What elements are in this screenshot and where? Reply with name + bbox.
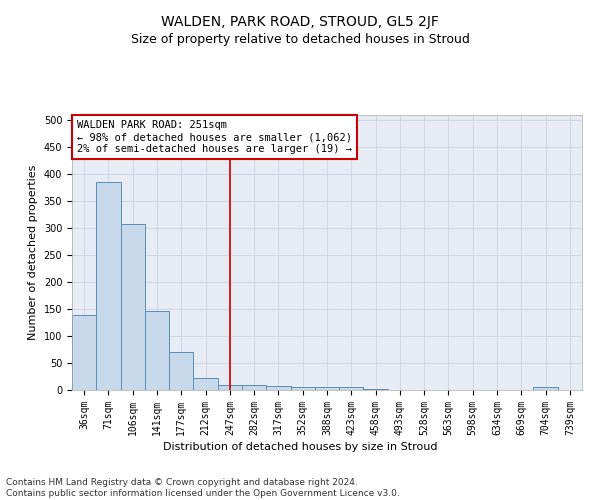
Bar [290,388,315,390]
Bar [96,182,121,390]
Bar [533,388,558,390]
Text: WALDEN, PARK ROAD, STROUD, GL5 2JF: WALDEN, PARK ROAD, STROUD, GL5 2JF [161,15,439,29]
Bar [169,352,193,390]
Bar [121,224,145,390]
Text: Distribution of detached houses by size in Stroud: Distribution of detached houses by size … [163,442,437,452]
Bar [242,384,266,390]
Text: Contains HM Land Registry data © Crown copyright and database right 2024.
Contai: Contains HM Land Registry data © Crown c… [6,478,400,498]
Y-axis label: Number of detached properties: Number of detached properties [28,165,38,340]
Bar [218,384,242,390]
Bar [145,310,169,390]
Bar [339,388,364,390]
Bar [315,388,339,390]
Text: WALDEN PARK ROAD: 251sqm
← 98% of detached houses are smaller (1,062)
2% of semi: WALDEN PARK ROAD: 251sqm ← 98% of detach… [77,120,352,154]
Bar [72,314,96,390]
Text: Size of property relative to detached houses in Stroud: Size of property relative to detached ho… [131,32,469,46]
Bar [193,378,218,390]
Bar [266,386,290,390]
